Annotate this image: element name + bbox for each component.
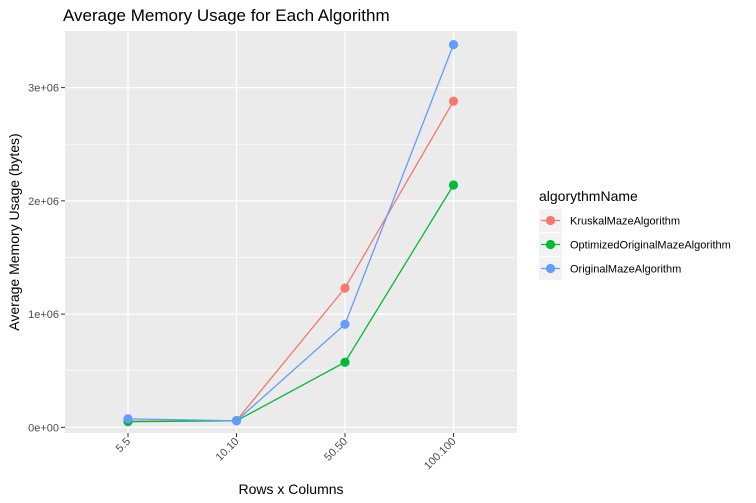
series-points: [123, 39, 459, 427]
legend-title: algorythmName: [539, 188, 638, 204]
legend-label: KruskalMazeAlgorithm: [570, 216, 680, 228]
legend-label: OptimizedOriginalMazeAlgorithm: [570, 240, 731, 252]
series-line: [127, 44, 455, 422]
grid-minor: [65, 143, 517, 372]
data-point: [448, 180, 459, 190]
data-point: [448, 96, 459, 106]
data-point: [340, 357, 350, 367]
y-axis-ticks: 0e+00 1e+06 2e+06 3e+06: [28, 83, 65, 434]
x-tick-label: 10.10: [214, 436, 242, 464]
series-lines: [127, 44, 455, 423]
legend-key-point: [545, 239, 556, 250]
legend-key-point: [545, 215, 556, 226]
x-axis-title: Rows x Columns: [238, 481, 343, 497]
y-tick-label: 2e+06: [28, 196, 59, 208]
x-axis-ticks: 5.5 10.10 50.50 100.100: [114, 433, 459, 472]
data-point: [448, 39, 459, 50]
y-tick-label: 0e+00: [28, 422, 59, 434]
y-tick-label: 1e+06: [28, 309, 59, 321]
data-point: [340, 283, 350, 293]
data-point: [340, 319, 350, 329]
plot-panel: [65, 31, 517, 433]
x-tick-label: 100.100: [422, 436, 459, 473]
series-line: [127, 184, 455, 423]
x-tick-label: 5.5: [114, 436, 133, 455]
data-point: [123, 414, 133, 424]
legend-label: OriginalMazeAlgorithm: [570, 264, 681, 276]
legend: algorythmName KruskalMazeAlgorithm Optimi…: [539, 188, 731, 280]
data-point: [231, 416, 242, 426]
y-tick-label: 3e+06: [28, 83, 59, 95]
x-tick-label: 50.50: [322, 436, 350, 464]
legend-key-point: [545, 263, 556, 274]
chart-title: Average Memory Usage for Each Algorithm: [63, 6, 390, 25]
y-axis-title: Average Memory Usage (bytes): [6, 133, 22, 330]
